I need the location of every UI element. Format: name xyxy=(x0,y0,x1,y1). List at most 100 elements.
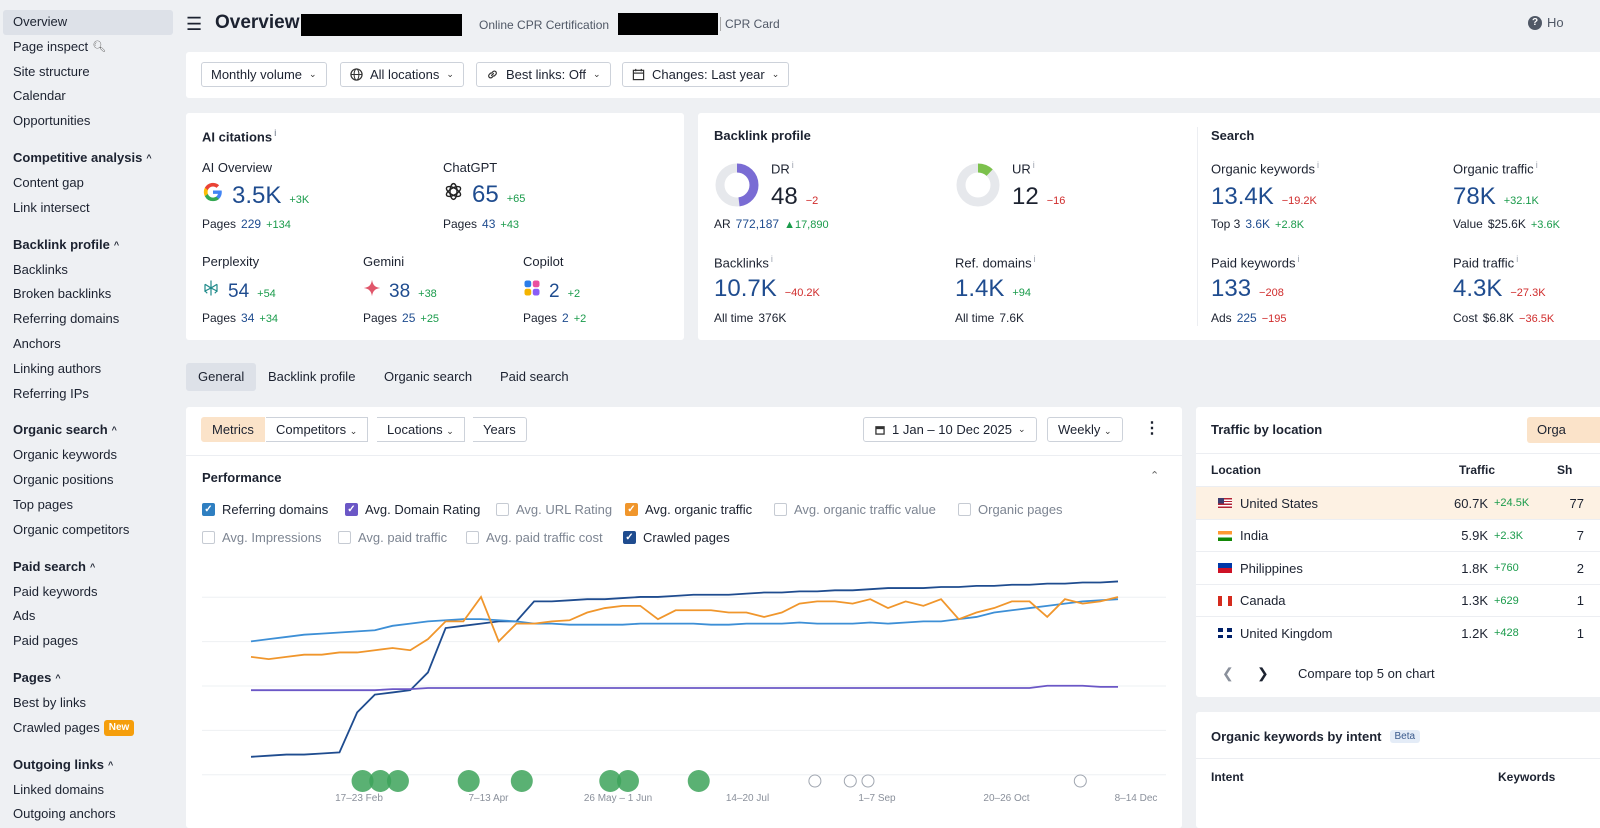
tab-paid-search[interactable]: Paid search xyxy=(500,369,569,384)
checkbox-checked-icon[interactable]: ✓ xyxy=(625,503,638,516)
legend-item[interactable]: Avg. organic traffic value xyxy=(774,502,936,517)
traffic-value[interactable]: 60.7K xyxy=(1454,495,1488,511)
checkbox-checked-icon[interactable]: ✓ xyxy=(345,503,358,516)
sidebar-section-outgoing-links[interactable]: Outgoing links ^ xyxy=(0,752,178,778)
dr-value[interactable]: 48 −2 xyxy=(771,183,818,211)
locations-dropdown[interactable]: All locations ⌄ xyxy=(340,62,464,87)
info-icon[interactable]: i xyxy=(1032,160,1035,170)
info-icon[interactable]: i xyxy=(1535,160,1538,170)
legend-item[interactable]: Avg. URL Rating xyxy=(496,502,612,517)
paid-traffic-value[interactable]: 4.3K −27.3K xyxy=(1453,275,1546,303)
google-update-marker[interactable] xyxy=(861,774,875,788)
chevron-left-icon[interactable]: ❮ xyxy=(1222,665,1234,681)
traffic-value[interactable]: 5.9K xyxy=(1461,528,1488,544)
sidebar-item-backlinks[interactable]: Backlinks xyxy=(0,258,178,283)
sub-value[interactable]: 772,187 xyxy=(735,217,780,231)
sidebar-item-referring-domains[interactable]: Referring domains xyxy=(0,307,178,332)
series-line-crawled-pages[interactable] xyxy=(250,580,1119,758)
checkbox-icon[interactable] xyxy=(496,503,509,516)
column-header-keywords[interactable]: Keywords xyxy=(1498,770,1556,784)
legend-item[interactable]: Avg. paid traffic cost xyxy=(466,530,603,545)
info-icon[interactable]: i xyxy=(1516,254,1519,264)
legend-item[interactable]: ✓ Avg. organic traffic xyxy=(625,502,752,517)
legend-item[interactable]: ✓ Referring domains xyxy=(202,502,328,517)
sidebar-item-site-structure[interactable]: Site structure xyxy=(0,60,178,85)
sidebar-item-opportunities[interactable]: Opportunities xyxy=(0,109,178,134)
ref-domains-value[interactable]: 1.4K +94 xyxy=(955,275,1031,303)
sidebar-item-linking-authors[interactable]: Linking authors xyxy=(0,357,178,382)
country-name[interactable]: Canada xyxy=(1240,593,1286,609)
sidebar-item-paid-pages[interactable]: Paid pages xyxy=(0,629,178,654)
info-icon[interactable]: i xyxy=(1317,160,1320,170)
sidebar-item-page-inspect[interactable]: Page inspect 🔍︎ xyxy=(0,35,178,60)
changes-dropdown[interactable]: Changes: Last year ⌄ xyxy=(622,62,790,87)
checkbox-icon[interactable] xyxy=(202,531,215,544)
info-icon[interactable]: i xyxy=(791,160,794,170)
column-header-intent[interactable]: Intent xyxy=(1211,770,1244,784)
series-line-avg-organic-traffic[interactable] xyxy=(250,595,1119,661)
legend-item[interactable]: Avg. Impressions xyxy=(202,530,321,545)
legend-item[interactable]: Avg. paid traffic xyxy=(338,530,447,545)
table-row[interactable]: Philippines 1.8K +760 2 xyxy=(1196,551,1600,584)
perplexity-value[interactable]: 54 +54 xyxy=(202,279,276,303)
column-header-share[interactable]: Sh xyxy=(1557,463,1573,477)
volume-dropdown[interactable]: Monthly volume ⌄ xyxy=(201,62,327,87)
info-icon[interactable]: i xyxy=(274,128,277,138)
tab-organic-search[interactable]: Organic search xyxy=(384,369,473,384)
compare-top5-link[interactable]: Compare top 5 on chart xyxy=(1298,666,1435,681)
ai-overview-value[interactable]: 3.5K +3K xyxy=(202,181,309,210)
google-update-marker[interactable] xyxy=(808,774,822,788)
sidebar-item-overview[interactable]: Overview xyxy=(3,10,173,35)
years-toggle[interactable]: Years xyxy=(473,417,527,442)
chevron-right-icon[interactable]: ❯ xyxy=(1257,665,1269,681)
info-icon[interactable]: i xyxy=(770,254,773,264)
sub-value[interactable]: 34 xyxy=(241,311,255,325)
sidebar-section-organic-search[interactable]: Organic search ^ xyxy=(0,417,178,443)
paid-keywords-value[interactable]: 133 −208 xyxy=(1211,275,1284,303)
more-options-icon[interactable]: ⋮ xyxy=(1144,420,1160,437)
sidebar-item-crawled-pages[interactable]: Crawled pages New xyxy=(0,716,178,741)
sidebar-item-top-pages[interactable]: Top pages xyxy=(0,493,178,518)
google-update-marker[interactable] xyxy=(843,774,857,788)
date-range-picker[interactable]: 1 Jan – 10 Dec 2025 ⌄ xyxy=(863,417,1037,442)
checkbox-icon[interactable] xyxy=(958,503,971,516)
event-marker[interactable] xyxy=(687,770,710,792)
sidebar-item-organic-competitors[interactable]: Organic competitors xyxy=(0,518,178,543)
sub-value[interactable]: 229 xyxy=(241,217,262,231)
sidebar-item-content-gap[interactable]: Content gap xyxy=(0,171,178,196)
help-link[interactable]: ? Ho xyxy=(1528,15,1564,30)
country-name[interactable]: United Kingdom xyxy=(1240,625,1333,641)
traffic-value[interactable]: 1.8K xyxy=(1461,560,1488,576)
backlinks-value[interactable]: 10.7K −40.2K xyxy=(714,275,820,303)
google-update-marker[interactable] xyxy=(1073,774,1087,788)
sidebar-section-pages[interactable]: Pages ^ xyxy=(0,665,178,691)
chevron-up-icon[interactable]: ⌃ xyxy=(1150,470,1160,482)
table-row[interactable]: India 5.9K +2.3K 7 xyxy=(1196,518,1600,552)
organic-keywords-value[interactable]: 13.4K −19.2K xyxy=(1211,183,1317,211)
country-name[interactable]: Philippines xyxy=(1240,560,1303,576)
legend-item[interactable]: ✓ Avg. Domain Rating xyxy=(345,502,480,517)
sidebar-item-outgoing-anchors[interactable]: Outgoing anchors xyxy=(0,802,178,827)
interval-dropdown[interactable]: Weekly ⌄ xyxy=(1047,417,1123,442)
organic-traffic-value[interactable]: 78K +32.1K xyxy=(1453,183,1539,211)
series-line-referring-domains[interactable] xyxy=(250,598,1119,643)
sidebar-section-paid-search[interactable]: Paid search ^ xyxy=(0,554,178,580)
locations-dropdown[interactable]: Locations ⌄ xyxy=(377,417,465,442)
competitors-dropdown[interactable]: Competitors ⌄ xyxy=(266,417,369,442)
sidebar-item-best-by-links[interactable]: Best by links xyxy=(0,691,178,716)
copilot-value[interactable]: 2 +2 xyxy=(523,279,580,303)
event-marker[interactable] xyxy=(510,770,533,792)
gemini-value[interactable]: 38 +38 xyxy=(363,279,437,303)
hamburger-menu-icon[interactable]: ☰ xyxy=(186,14,203,34)
best-links-dropdown[interactable]: Best links: Off ⌄ xyxy=(476,62,611,87)
info-icon[interactable]: i xyxy=(1033,254,1036,264)
series-line-avg-domain-rating[interactable] xyxy=(251,684,1118,692)
event-marker[interactable] xyxy=(386,770,409,792)
sidebar-item-linked-domains[interactable]: Linked domains xyxy=(0,778,178,803)
sidebar-item-broken-backlinks[interactable]: Broken backlinks xyxy=(0,282,178,307)
sidebar-item-ads[interactable]: Ads xyxy=(0,604,178,629)
info-icon[interactable]: i xyxy=(1297,254,1300,264)
sidebar-item-referring-ips[interactable]: Referring IPs xyxy=(0,382,178,407)
event-marker[interactable] xyxy=(369,770,392,792)
organic-toggle[interactable]: Orga xyxy=(1527,417,1600,443)
